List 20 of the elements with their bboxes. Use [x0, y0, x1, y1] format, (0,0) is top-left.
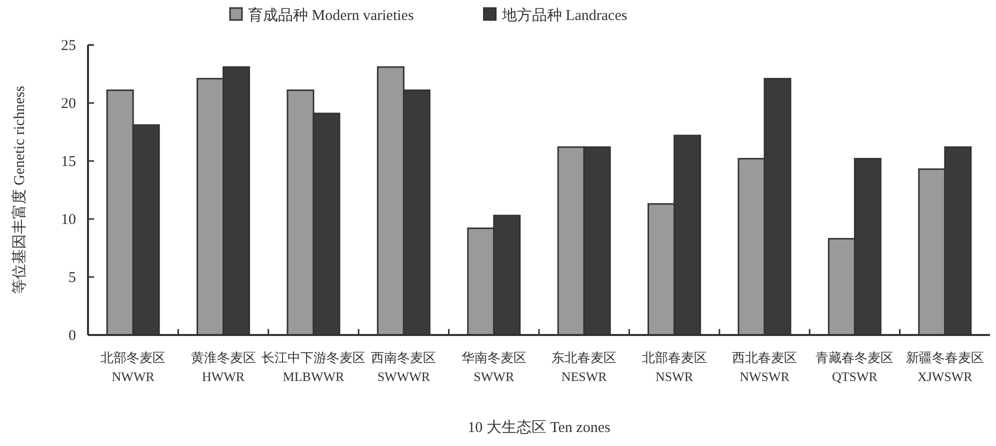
x-tick-label: 青藏春冬麦区 QTSWR [816, 350, 894, 384]
x-tick-label: 华南冬麦区 SWWR [461, 350, 526, 384]
x-tick-label: 西北春麦区 NWSWR [732, 350, 797, 384]
x-tick-label: 西南冬麦区 SWWWR [371, 350, 436, 384]
y-tick-label: 0 [68, 328, 76, 344]
x-tick-label: 长江中下游冬麦区 MLBWWR [262, 350, 366, 384]
x-tick-label: 黄淮冬麦区 HWWR [190, 350, 256, 384]
y-tick-label: 10 [61, 212, 76, 228]
y-tick-label: 25 [61, 38, 76, 54]
x-axis-title: 10 大生态区 Ten zones [468, 419, 610, 436]
y-axis-title: 等位基因丰富度 Genetic richness [11, 86, 28, 294]
x-tick-label: 东北春麦区 NESWR [552, 350, 617, 384]
y-tick-label: 15 [61, 154, 76, 170]
legend-label: 地方品种 Landraces [500, 7, 628, 24]
x-tick-label: 新疆冬春麦区 XJWSWR [906, 350, 984, 384]
y-tick-label: 20 [61, 96, 76, 112]
y-tick-label: 5 [68, 270, 76, 286]
x-tick-label: 北部春麦区 NSWR [642, 350, 707, 384]
legend-label: 育成品种 Modern varieties [248, 7, 414, 24]
x-tick-label: 北部冬麦区 NWWR [100, 350, 166, 384]
